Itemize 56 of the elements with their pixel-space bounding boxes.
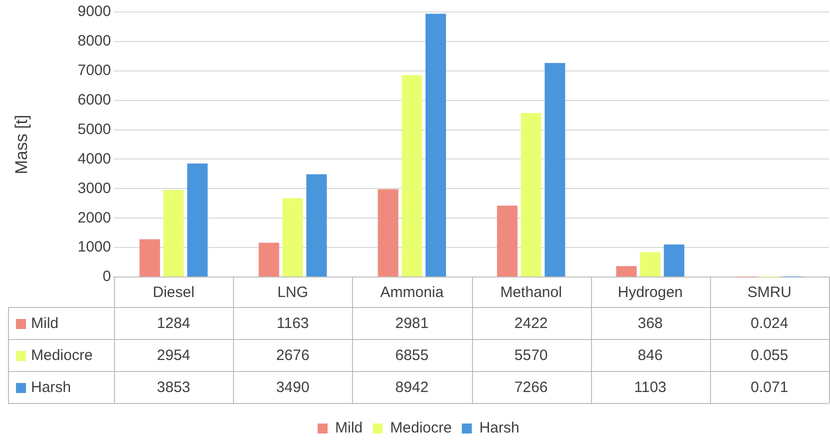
- data-label: 2676: [276, 347, 310, 364]
- data-label: 5570: [514, 347, 548, 364]
- data-label: 0.024: [750, 315, 788, 332]
- bar: [140, 239, 160, 276]
- data-label: 0.071: [750, 379, 788, 396]
- data-label: 1103: [634, 379, 666, 396]
- data-label: 3853: [156, 379, 190, 396]
- y-tick-label: 5000: [78, 120, 111, 138]
- data-label: 2422: [514, 315, 548, 332]
- y-axis-title: Mass [t]: [12, 114, 31, 174]
- bar: [664, 244, 684, 276]
- y-tick-label: 9000: [78, 3, 111, 20]
- y-tick-label: 6000: [78, 91, 111, 108]
- bar: [258, 242, 280, 276]
- bar: [544, 63, 566, 276]
- data-label: 6855: [395, 347, 429, 364]
- text: Mild: [335, 420, 363, 437]
- bar: [187, 164, 208, 276]
- bar: [282, 198, 303, 276]
- x-tick-label: Methanol: [500, 284, 562, 302]
- text: Mediocre: [390, 420, 452, 437]
- bar: [306, 174, 327, 276]
- y-tick-label: 7000: [78, 62, 111, 80]
- x-tick-label: Ammonia: [380, 284, 444, 302]
- text: Harsh: [31, 379, 72, 396]
- data-label: 0.055: [750, 347, 788, 364]
- bar: [402, 75, 422, 276]
- bar: [520, 112, 542, 276]
- y-tick-label: 1000: [78, 238, 111, 256]
- bar: [378, 189, 398, 276]
- y-tick-label: 2000: [78, 209, 111, 226]
- y-tick-label: 4000: [78, 150, 111, 168]
- bar: [640, 252, 660, 276]
- bar: [426, 14, 446, 276]
- x-tick-label: LNG: [277, 284, 308, 302]
- y-tick-label: 0: [102, 268, 111, 286]
- data-label: 1163: [276, 315, 309, 332]
- data-label: 3490: [276, 379, 310, 396]
- x-tick-label: Diesel: [152, 284, 194, 302]
- x-tick-label: SMRU: [747, 284, 792, 302]
- data-label: 7266: [514, 379, 548, 396]
- y-tick-label: 3000: [78, 180, 111, 197]
- bar: [497, 206, 518, 276]
- legend-label: Mild: [31, 315, 59, 332]
- data-label: 846: [638, 347, 663, 364]
- bar: [163, 190, 184, 276]
- y-tick-label: 8000: [78, 32, 111, 50]
- data-label: 1284: [156, 315, 190, 332]
- legend-label: Harsh: [479, 420, 520, 437]
- data-label: 2954: [156, 347, 190, 364]
- legend-label: Mediocre: [31, 347, 93, 364]
- bar: [616, 266, 637, 276]
- x-tick-label: Hydrogen: [618, 284, 683, 302]
- data-label: 2981: [395, 315, 429, 332]
- data-label: 8942: [395, 379, 429, 396]
- data-label: 368: [638, 315, 663, 332]
